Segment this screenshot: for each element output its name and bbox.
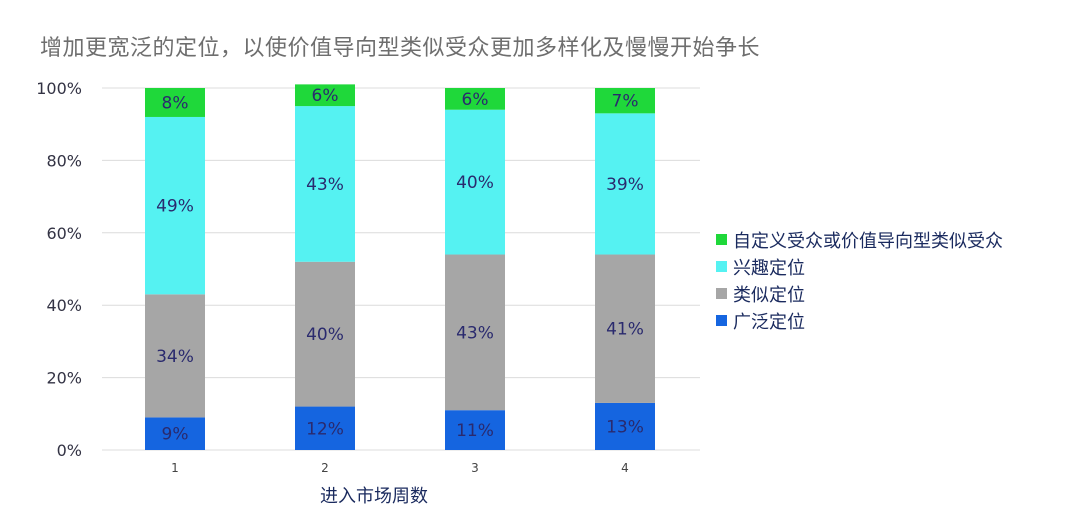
data-label: 9%	[162, 425, 189, 445]
data-label: 40%	[456, 173, 494, 193]
data-label: 13%	[606, 417, 644, 437]
bar-segment	[145, 417, 205, 450]
bar-segment	[595, 254, 655, 403]
legend-item: 类似定位	[716, 280, 1003, 307]
x-tick-label: 4	[621, 461, 629, 475]
data-label: 43%	[456, 323, 494, 343]
legend-item: 兴趣定位	[716, 253, 1003, 280]
legend-swatch	[716, 234, 727, 245]
legend-label: 自定义受众或价值导向型类似受众	[733, 230, 1003, 252]
legend: 自定义受众或价值导向型类似受众 兴趣定位类似定位广泛定位	[716, 226, 1003, 334]
legend-swatch	[716, 315, 727, 326]
data-label: 6%	[462, 90, 489, 110]
legend-swatch	[716, 288, 727, 299]
y-tick-label: 20%	[46, 369, 82, 388]
legend-label: 兴趣定位	[733, 257, 805, 279]
data-label: 7%	[612, 92, 639, 112]
bar-segment	[295, 406, 355, 450]
y-tick-label: 40%	[46, 296, 82, 315]
data-label: 43%	[306, 175, 344, 195]
legend-item: 自定义受众或价值导向型类似受众	[716, 226, 1003, 253]
data-label: 11%	[456, 421, 494, 441]
chart-title: 增加更宽泛的定位，以使价值导向型类似受众更加多样化及慢慢开始争长	[40, 36, 761, 61]
data-label: 39%	[606, 175, 644, 195]
bar-segment	[445, 254, 505, 411]
x-axis-label: 进入市场周数	[320, 486, 428, 507]
data-label: 12%	[306, 419, 344, 439]
data-label: 8%	[162, 93, 189, 113]
data-label: 40%	[306, 325, 344, 345]
data-label: 41%	[606, 320, 644, 340]
y-tick-label: 60%	[46, 224, 82, 243]
bar-segment	[445, 410, 505, 450]
legend-label: 广泛定位	[733, 311, 805, 333]
bar-segment	[145, 116, 205, 295]
bar-segment	[595, 88, 655, 114]
data-label: 34%	[156, 347, 194, 367]
bar-segment	[295, 261, 355, 407]
x-tick-label: 3	[471, 461, 479, 475]
bar-segment	[595, 402, 655, 450]
x-tick-label: 2	[321, 461, 329, 475]
bar-segment	[295, 84, 355, 107]
bar-segment	[445, 88, 505, 110]
legend-swatch	[716, 261, 727, 272]
x-tick-label: 1	[171, 461, 179, 475]
y-tick-label: 100%	[36, 79, 82, 98]
y-tick-label: 0%	[57, 441, 82, 460]
y-tick-label: 80%	[46, 151, 82, 170]
bar-segment	[145, 294, 205, 418]
bar-segment	[595, 113, 655, 255]
bar-segment	[295, 106, 355, 262]
data-label: 6%	[312, 86, 339, 106]
bar-segment	[445, 109, 505, 255]
legend-item: 广泛定位	[716, 307, 1003, 334]
legend-label: 类似定位	[733, 284, 805, 306]
data-label: 49%	[156, 197, 194, 217]
bar-segment	[145, 88, 205, 117]
